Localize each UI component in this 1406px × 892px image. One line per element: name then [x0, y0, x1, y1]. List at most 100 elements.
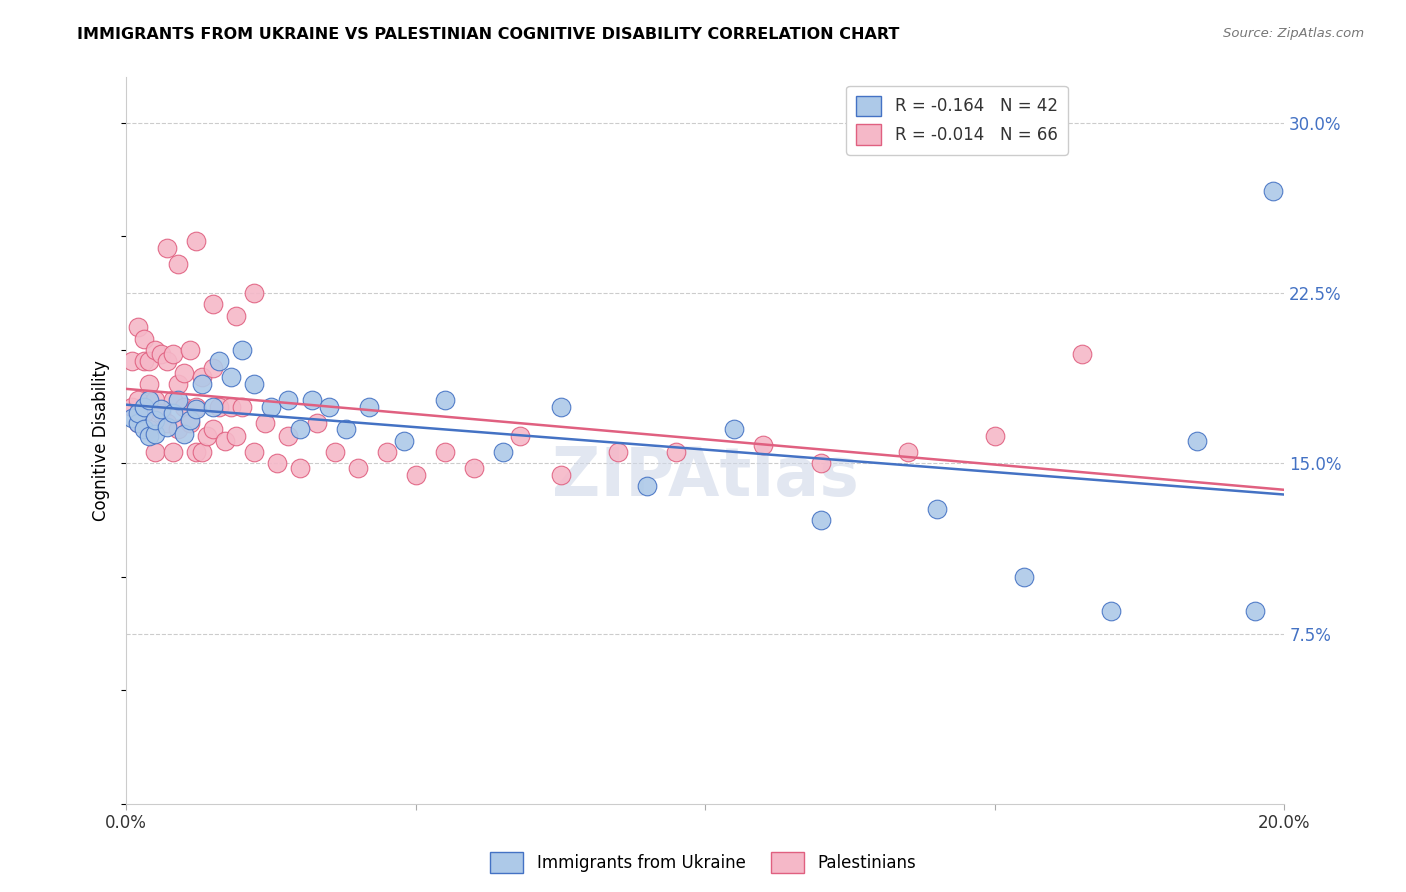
- Point: [184, 234, 207, 248]
- Point: [143, 445, 166, 459]
- Point: [179, 413, 201, 427]
- Point: [127, 416, 149, 430]
- Point: [184, 401, 207, 416]
- Text: Source: ZipAtlas.com: Source: ZipAtlas.com: [1223, 27, 1364, 40]
- Point: [1012, 570, 1035, 584]
- Point: [260, 400, 283, 414]
- Point: [162, 347, 184, 361]
- Point: [150, 401, 173, 416]
- Point: [202, 361, 225, 376]
- Point: [195, 429, 218, 443]
- Point: [156, 416, 179, 430]
- Point: [150, 407, 173, 421]
- Point: [132, 354, 155, 368]
- Point: [752, 438, 775, 452]
- Point: [231, 343, 253, 357]
- Point: [219, 400, 242, 414]
- Point: [127, 416, 149, 430]
- Point: [550, 467, 572, 482]
- Point: [242, 376, 264, 391]
- Point: [138, 422, 160, 436]
- Point: [375, 445, 398, 459]
- Point: [254, 416, 277, 430]
- Text: IMMIGRANTS FROM UKRAINE VS PALESTINIAN COGNITIVE DISABILITY CORRELATION CHART: IMMIGRANTS FROM UKRAINE VS PALESTINIAN C…: [77, 27, 900, 42]
- Point: [138, 429, 160, 443]
- Point: [143, 343, 166, 357]
- Point: [323, 445, 346, 459]
- Point: [121, 400, 143, 414]
- Point: [636, 479, 658, 493]
- Point: [242, 445, 264, 459]
- Point: [127, 392, 149, 407]
- Point: [1244, 604, 1267, 618]
- Point: [266, 457, 288, 471]
- Point: [242, 286, 264, 301]
- Point: [184, 445, 207, 459]
- Point: [156, 354, 179, 368]
- Point: [509, 429, 531, 443]
- Point: [167, 257, 190, 271]
- Point: [214, 434, 236, 448]
- Point: [132, 407, 155, 421]
- Text: ZIPAtlas: ZIPAtlas: [553, 444, 859, 510]
- Point: [184, 400, 207, 414]
- Point: [405, 467, 427, 482]
- Point: [277, 429, 299, 443]
- Point: [1187, 434, 1209, 448]
- Point: [550, 400, 572, 414]
- Point: [392, 434, 415, 448]
- Point: [202, 297, 225, 311]
- Point: [208, 400, 231, 414]
- Point: [179, 416, 201, 430]
- Point: [173, 426, 195, 441]
- Point: [173, 366, 195, 380]
- Point: [897, 445, 920, 459]
- Point: [359, 400, 381, 414]
- Point: [433, 445, 456, 459]
- Legend: R = -0.164   N = 42, R = -0.014   N = 66: R = -0.164 N = 42, R = -0.014 N = 66: [846, 86, 1067, 155]
- Point: [810, 457, 832, 471]
- Legend: Immigrants from Ukraine, Palestinians: Immigrants from Ukraine, Palestinians: [484, 846, 922, 880]
- Point: [723, 422, 745, 436]
- Point: [162, 445, 184, 459]
- Point: [202, 422, 225, 436]
- Point: [132, 400, 155, 414]
- Point: [307, 416, 329, 430]
- Point: [492, 445, 515, 459]
- Point: [335, 422, 357, 436]
- Point: [138, 354, 160, 368]
- Point: [127, 320, 149, 334]
- Point: [607, 445, 630, 459]
- Point: [208, 354, 231, 368]
- Point: [167, 376, 190, 391]
- Point: [1070, 347, 1092, 361]
- Point: [665, 445, 688, 459]
- Point: [225, 429, 247, 443]
- Point: [288, 422, 311, 436]
- Point: [463, 461, 485, 475]
- Point: [162, 407, 184, 421]
- Point: [190, 445, 212, 459]
- Point: [190, 376, 212, 391]
- Point: [225, 309, 247, 323]
- Point: [301, 392, 323, 407]
- Point: [143, 426, 166, 441]
- Point: [277, 392, 299, 407]
- Point: [121, 411, 143, 425]
- Point: [219, 370, 242, 384]
- Point: [127, 407, 149, 421]
- Point: [347, 461, 370, 475]
- Point: [150, 347, 173, 361]
- Point: [156, 241, 179, 255]
- Point: [138, 392, 160, 407]
- Point: [231, 400, 253, 414]
- Point: [132, 332, 155, 346]
- Point: [143, 392, 166, 407]
- Point: [190, 370, 212, 384]
- Point: [173, 400, 195, 414]
- Point: [167, 392, 190, 407]
- Point: [318, 400, 340, 414]
- Y-axis label: Cognitive Disability: Cognitive Disability: [93, 360, 110, 521]
- Point: [167, 422, 190, 436]
- Point: [1261, 184, 1284, 198]
